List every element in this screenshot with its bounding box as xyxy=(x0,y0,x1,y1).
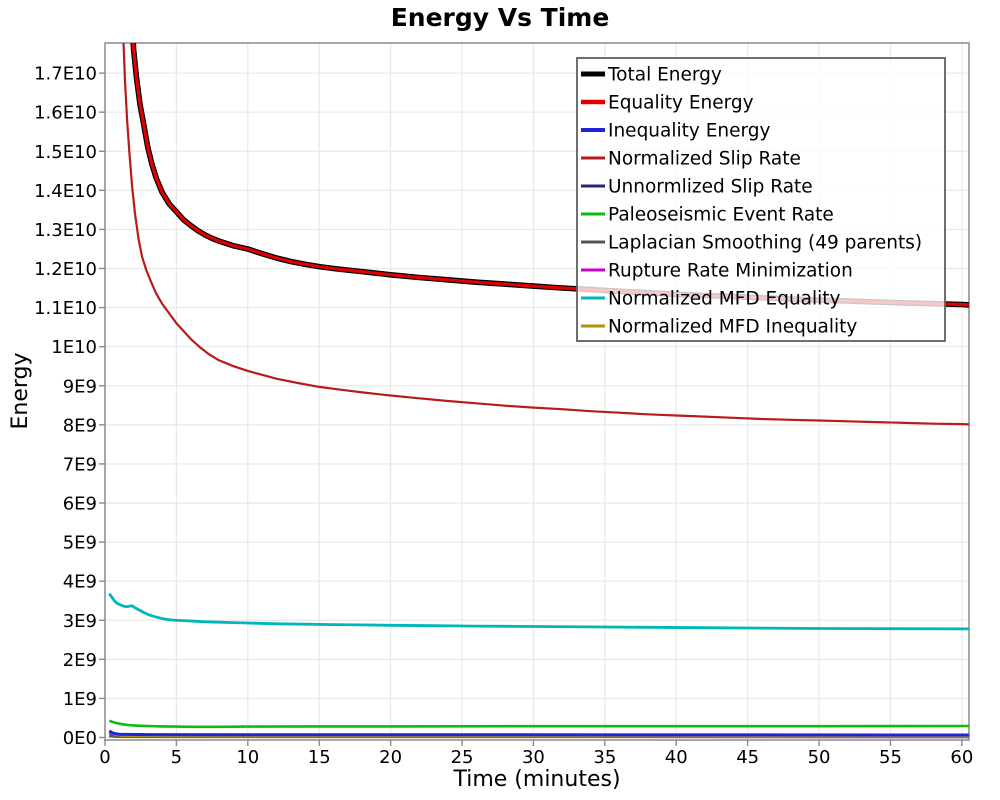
legend-item-normalized-slip-rate: Normalized Slip Rate xyxy=(581,149,801,170)
legend-item-inequality-energy: Inequality Energy xyxy=(581,121,771,142)
legend: Total Energy Equality Energy Inequality En… xyxy=(576,57,946,342)
y-tick-label: 1.3E10 xyxy=(34,220,97,241)
x-tick-label: 55 xyxy=(879,747,902,768)
legend-label: Equality Energy xyxy=(608,93,754,114)
y-tick-label: 1.2E10 xyxy=(34,259,97,280)
legend-label: Paleoseismic Event Rate xyxy=(608,205,834,226)
y-axis-title: Energy xyxy=(8,352,33,429)
y-tick-label: 4E9 xyxy=(63,572,97,593)
x-tick-label: 60 xyxy=(950,747,973,768)
y-tick-label: 7E9 xyxy=(63,454,97,475)
x-tick-label: 35 xyxy=(593,747,616,768)
legend-label: Inequality Energy xyxy=(608,121,771,142)
x-tick-label: 10 xyxy=(236,747,259,768)
series-line-normalized-slip-rate xyxy=(122,43,969,426)
legend-item-laplacian-smoothing-49-parents: Laplacian Smoothing (49 parents) xyxy=(581,233,922,254)
legend-item-rupture-rate-minimization: Rupture Rate Minimization xyxy=(581,261,853,282)
legend-item-normalized-mfd-inequality: Normalized MFD Inequality xyxy=(581,317,857,338)
legend-label: Unnormlized Slip Rate xyxy=(608,177,813,198)
legend-box xyxy=(576,57,946,342)
y-tick-label: 0E0 xyxy=(63,728,97,749)
y-tick-label: 6E9 xyxy=(63,494,97,515)
y-tick-label: 1.5E10 xyxy=(34,142,97,163)
x-tick-label: 15 xyxy=(308,747,331,768)
y-tick-label: 5E9 xyxy=(63,533,97,554)
legend-label: Normalized MFD Inequality xyxy=(608,317,857,338)
x-tick-label: 25 xyxy=(451,747,474,768)
y-tick-label: 1E10 xyxy=(51,337,97,358)
x-tick-label: 50 xyxy=(808,747,831,768)
series-line-normalized-mfd-equality xyxy=(108,592,969,631)
x-tick-label: 20 xyxy=(379,747,402,768)
y-tick-label: 1.7E10 xyxy=(34,64,97,85)
x-tick-label: 5 xyxy=(171,747,182,768)
series-line-inequality-energy xyxy=(108,729,969,737)
y-tick-label: 2E9 xyxy=(63,650,97,671)
legend-item-total-energy: Total Energy xyxy=(581,65,722,86)
legend-label: Rupture Rate Minimization xyxy=(608,261,853,282)
legend-label: Total Energy xyxy=(607,65,722,86)
legend-label: Normalized MFD Equality xyxy=(608,289,841,310)
y-tick-label: 9E9 xyxy=(63,376,97,397)
x-tick-label: 45 xyxy=(736,747,759,768)
x-tick-label: 0 xyxy=(99,747,110,768)
y-tick-label: 8E9 xyxy=(63,415,97,436)
y-tick-label: 1.6E10 xyxy=(34,103,97,124)
legend-item-normalized-mfd-equality: Normalized MFD Equality xyxy=(581,289,841,310)
series-line-paleoseismic-event-rate xyxy=(108,719,969,729)
y-tick-label: 3E9 xyxy=(63,611,97,632)
legend-item-paleoseismic-event-rate: Paleoseismic Event Rate xyxy=(581,205,834,226)
y-tick-label: 1.1E10 xyxy=(34,298,97,319)
plot-border xyxy=(104,42,970,741)
legend-item-unnormlized-slip-rate: Unnormlized Slip Rate xyxy=(581,177,813,198)
chart-title: Energy Vs Time xyxy=(391,3,610,32)
x-axis-title: Time (minutes) xyxy=(452,767,620,792)
x-tick-label: 40 xyxy=(665,747,688,768)
x-tick-label: 30 xyxy=(522,747,545,768)
y-tick-label: 1E9 xyxy=(63,689,97,710)
axis-ticks: 0 5 10 15 20 25 30 35 40 45 50 55 60 0E0 1E9 2E9 3E9 4E9 5… xyxy=(34,64,973,768)
legend-item-equality-energy: Equality Energy xyxy=(581,93,754,114)
y-tick-label: 1.4E10 xyxy=(34,181,97,202)
legend-label: Normalized Slip Rate xyxy=(608,149,801,170)
legend-label: Laplacian Smoothing (49 parents) xyxy=(608,233,922,254)
